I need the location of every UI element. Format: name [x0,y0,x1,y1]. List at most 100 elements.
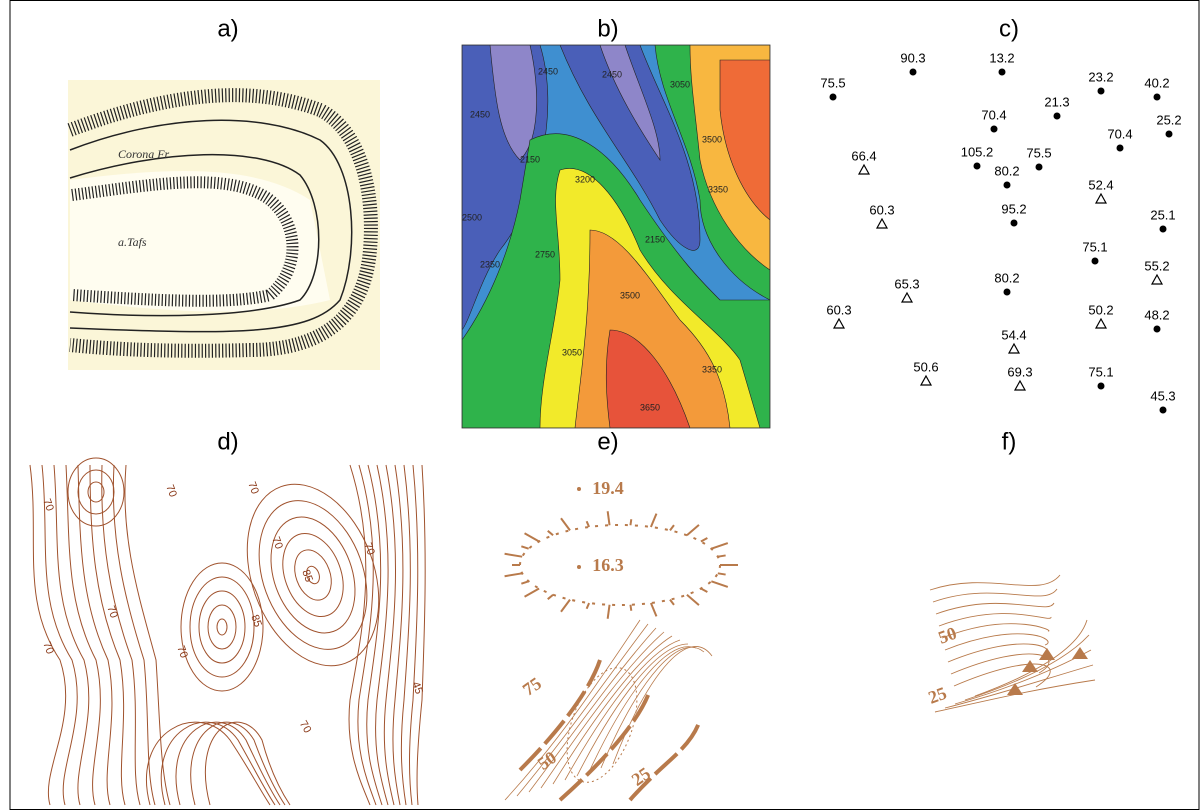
panel-label: d) [217,428,238,455]
triangle-point [921,376,931,385]
hachure-tick [630,519,631,525]
dot-point [1154,326,1161,333]
contour-label: 2450 [602,69,622,79]
contour-label: 70 [163,483,178,499]
contour-label: 2150 [645,234,665,244]
dot-point [999,69,1006,76]
contour-line [975,620,1087,696]
panel-label: a) [217,15,238,42]
contour-label: 25 [925,683,949,708]
hachure-tick [718,573,726,574]
contour-label: 3500 [620,290,640,300]
dot-point [1166,131,1173,138]
point-value: 40.2 [1144,75,1169,90]
point-value: 50.2 [1088,302,1113,317]
contour-label: 70 [40,497,55,513]
panel-label: c) [999,15,1019,42]
contour-label: 2450 [538,66,558,76]
hachure-tick [587,521,589,527]
point-value: 70.4 [981,107,1006,122]
contour-line [517,624,648,796]
dot-point [1098,383,1105,390]
contour-line [102,465,140,805]
place-name: Corona Fr. [118,147,171,161]
contour-line [613,646,712,764]
contour-label: 3350 [702,364,722,374]
dot-point [1036,164,1043,171]
dot-point [830,94,837,101]
contour-label: 85 [299,568,314,584]
hachure-tick [587,603,589,609]
contour-line [930,575,1060,590]
contour-label: 2450 [470,109,490,119]
contour-label: 3050 [670,79,690,89]
point-value: 65.3 [894,276,919,291]
hachure-tick [505,554,523,557]
contour-line [401,465,410,805]
spot-height: 16.3 [592,555,624,575]
hachure-tick [670,525,674,530]
point-value: 80.2 [994,270,1019,285]
dot-point [1054,113,1061,120]
point-value: 75.1 [1088,364,1113,379]
point-value: 80.2 [994,163,1019,178]
point-value: 55.2 [1144,258,1169,273]
triangle-point [859,165,869,174]
point-value: 25.2 [1156,112,1181,127]
point-value: 25.1 [1150,207,1175,222]
contour-label: 85 [248,613,263,629]
hachure-tick [651,603,657,616]
contour-label: 70 [40,640,55,656]
hachure-tick [651,514,657,527]
triangle-point [1096,319,1106,328]
contour-label: 70 [361,541,376,557]
dot-point [1004,289,1011,296]
contour-line [191,722,285,805]
triangle-point [1009,344,1019,353]
contour-line [30,465,66,805]
point-value: 23.2 [1088,69,1113,84]
cliff-marker [1039,648,1055,660]
contour-line [125,465,170,805]
panel-label: e) [597,428,618,455]
contour-line [161,722,275,805]
contour-label: 2750 [535,249,555,259]
point-value: 21.3 [1044,94,1069,109]
contour-line [181,563,263,691]
point-value: 45.3 [1150,388,1175,403]
point-value: 90.3 [900,50,925,65]
hachure-tick [521,546,528,548]
dot-point [1160,407,1167,414]
contour-line [208,605,236,649]
point-value: 75.5 [820,75,845,90]
contour-label: 3650 [640,402,660,412]
hachure-tick [561,518,570,530]
hachure-tick [548,531,553,535]
dot-point [1098,88,1105,95]
hachure-tick [521,581,528,583]
dot-point [1004,182,1011,189]
contour-line [410,465,418,805]
contour-label: 25 [628,763,654,790]
figure: a)b)c)d)e)f)Corona Fr.a.Tafs245024502450… [0,0,1201,810]
dot-point [974,163,981,170]
point-value: 66.4 [851,148,876,163]
hachure-tick [505,573,523,576]
spot [577,487,581,491]
contour-label: 3350 [708,184,728,194]
triangle-point [834,319,844,328]
contour-label: 50 [935,623,959,648]
contour-label: 70 [104,604,119,620]
contour-line [948,644,1048,662]
hachure-tick [718,555,726,556]
hachure-tick [548,595,553,599]
panel-label: b) [597,15,618,42]
contour-line [384,465,395,805]
point-value: 60.3 [826,302,851,317]
dot-point [1117,145,1124,152]
contour-label: 2350 [480,259,500,269]
hachure-tick [608,511,610,525]
hachure-tick [670,600,674,605]
contour-line [78,470,114,514]
contour-line [945,665,1093,708]
